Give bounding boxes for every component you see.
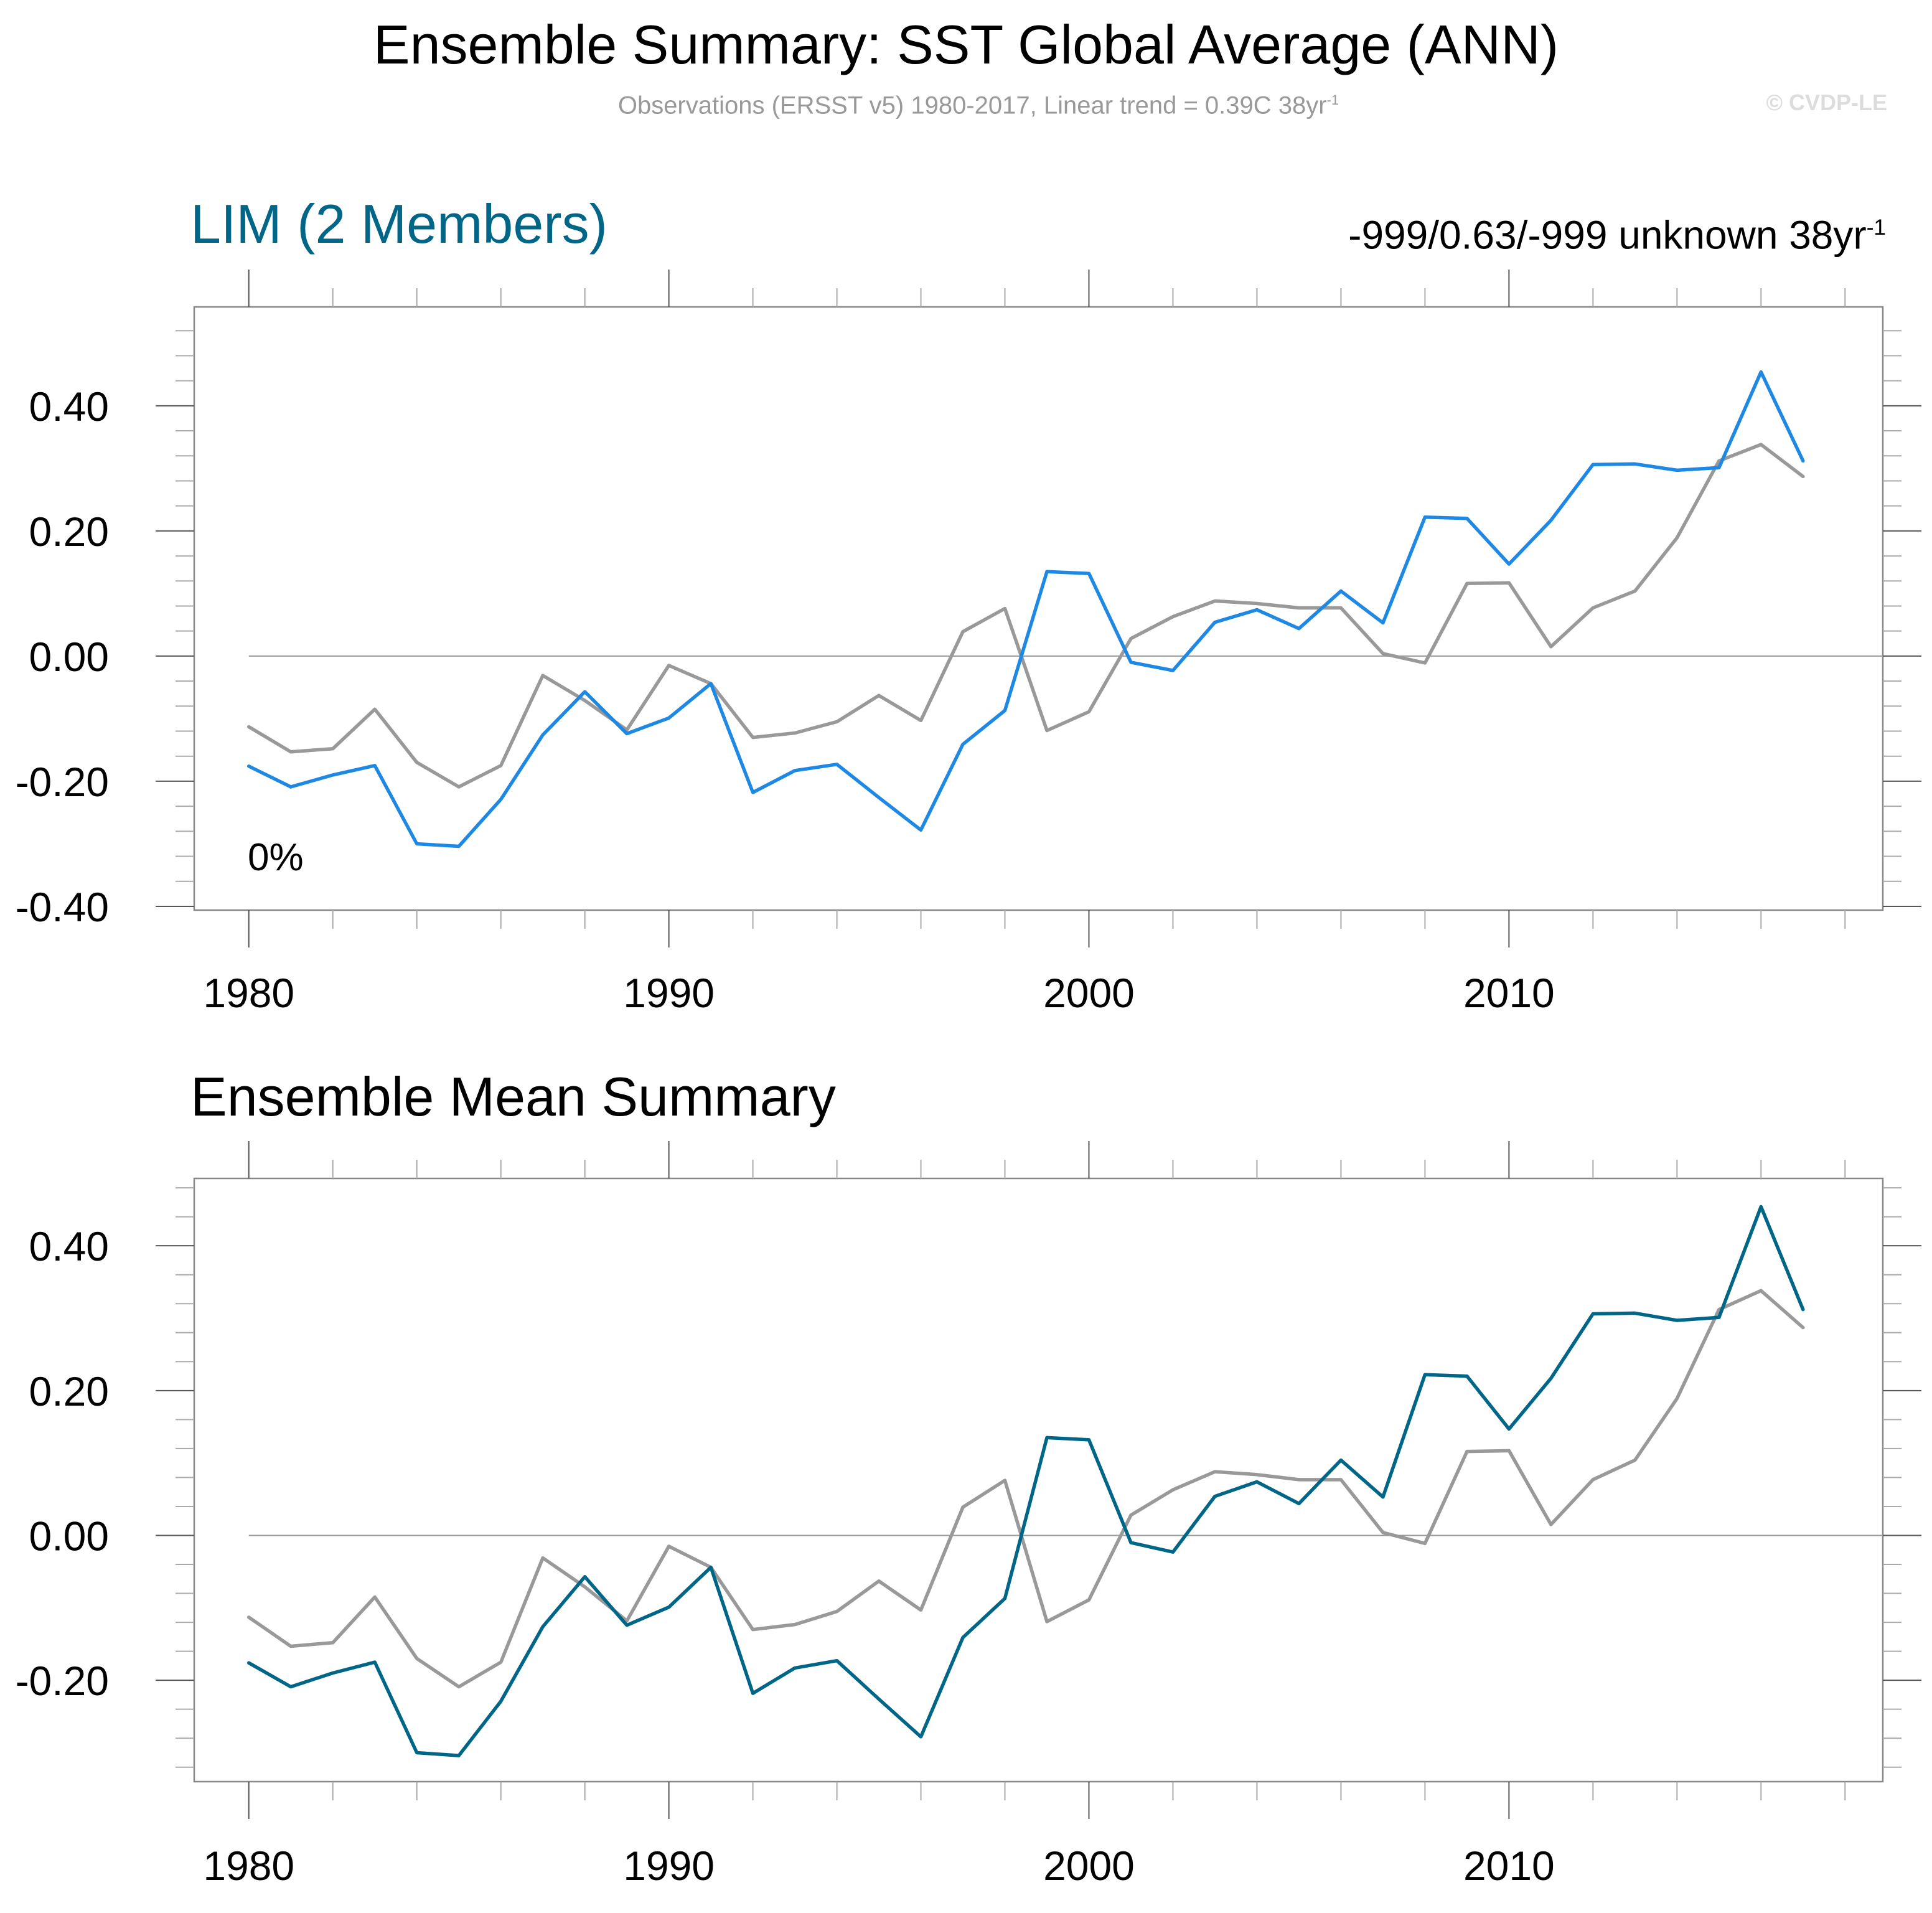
trend-annotation-text: -999/0.63/-999 unknown 38yr <box>1348 212 1867 258</box>
panel2-y-tick-label: 0.20 <box>29 1368 109 1414</box>
panel2-x-tick-label: 2000 <box>1043 1843 1135 1889</box>
panel2-x-tick-label: 2010 <box>1463 1843 1555 1889</box>
panel1-percent-annotation: 0% <box>248 836 304 879</box>
copyright-label: © CVDP-LE <box>1766 90 1887 115</box>
main-title: Ensemble Summary: SST Global Average (AN… <box>373 14 1559 75</box>
panel1-x-tick-label: 1980 <box>203 970 294 1016</box>
subtitle-superscript: -1 <box>1326 92 1339 108</box>
panel2-x-tick-label: 1990 <box>623 1843 715 1889</box>
trend-annotation-superscript: -1 <box>1866 215 1886 240</box>
panel1-x-tick-label: 2000 <box>1043 970 1135 1016</box>
subtitle-text: Observations (ERSST v5) 1980-2017, Linea… <box>617 92 1327 120</box>
panel1-x-tick-label: 2010 <box>1463 970 1555 1016</box>
trend-annotation: -999/0.63/-999 unknown 38yr-1 <box>1348 203 1886 260</box>
panel2-plot-frame <box>193 1177 1884 1783</box>
panel1-observations-line <box>246 443 1805 789</box>
panel1-model-line <box>246 370 1805 848</box>
panel2-y-tick-label: 0.00 <box>29 1513 109 1559</box>
panel-title-members: LIM (2 Members) <box>190 193 607 255</box>
panel1-plot-frame <box>193 306 1884 911</box>
panel1-y-tick-label: 0.40 <box>29 383 109 430</box>
panel2-observations-line <box>246 1289 1805 1689</box>
panel1-y-tick-label: -0.40 <box>16 884 109 930</box>
panel2-y-tick-label: 0.40 <box>29 1223 109 1269</box>
panel2-y-tick-label: -0.20 <box>16 1658 109 1704</box>
panel1-y-tick-label: 0.20 <box>29 509 109 555</box>
panel2-model-line <box>246 1205 1805 1757</box>
subtitle: Observations (ERSST v5) 1980-2017, Linea… <box>0 85 1932 121</box>
panel2-x-tick-label: 1980 <box>203 1843 294 1889</box>
panel1-y-tick-label: -0.20 <box>16 759 109 805</box>
panel-title-ensemble-mean: Ensemble Mean Summary <box>190 1066 836 1127</box>
panel1-y-tick-label: 0.00 <box>29 634 109 680</box>
panel1-x-tick-label: 1990 <box>623 970 715 1016</box>
